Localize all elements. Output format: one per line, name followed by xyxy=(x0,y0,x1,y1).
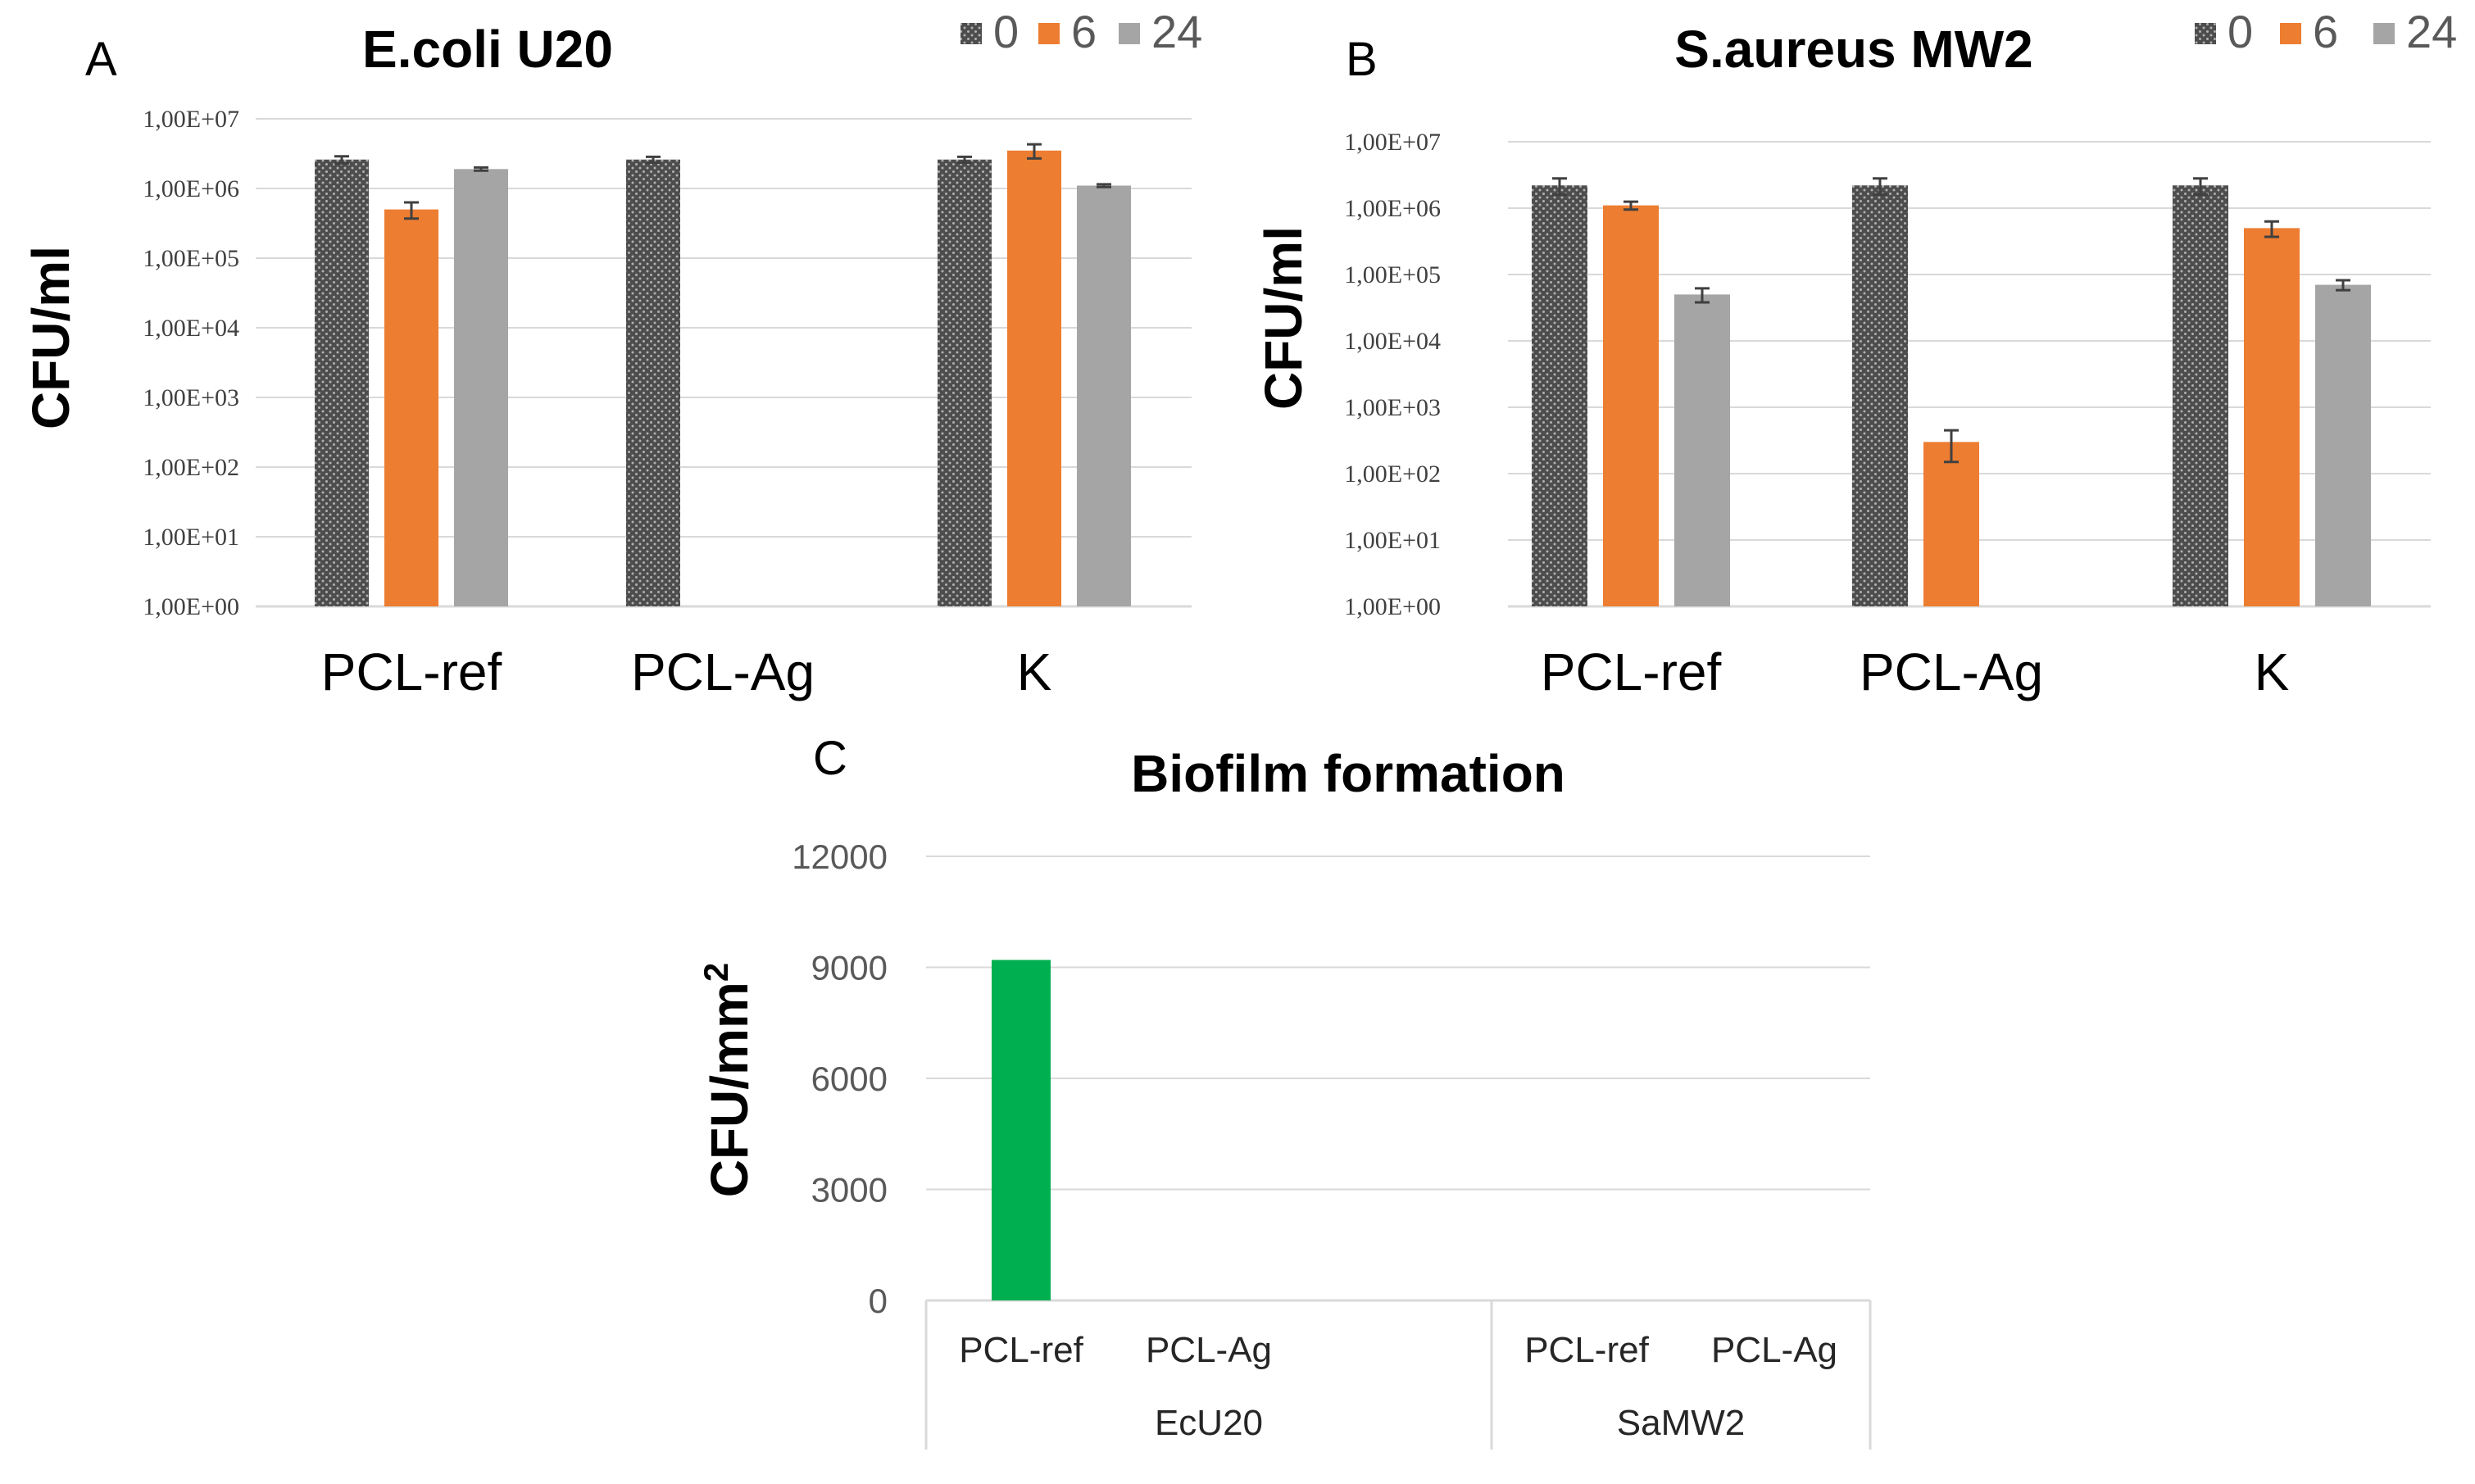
bar-k-t24 xyxy=(1077,185,1131,606)
y-tick-label: 1,00E+07 xyxy=(1344,129,1441,156)
bar-k-t0 xyxy=(2173,185,2228,606)
legend-swatch-24 xyxy=(1119,23,1140,44)
y-tick-label: 1,00E+01 xyxy=(1344,527,1441,554)
bar-pcl-ref-t0 xyxy=(315,159,369,606)
legend-label-6: 6 xyxy=(1071,6,1097,57)
y-tick-label: 3000 xyxy=(811,1171,888,1209)
error-bar xyxy=(2193,177,2208,196)
chart-title: S.aureus MW2 xyxy=(1674,20,2032,79)
legend-label-24: 24 xyxy=(2406,6,2457,57)
x-category-label: PCL-Ag xyxy=(631,642,815,701)
error-bar xyxy=(1552,177,1567,196)
legend-label-24: 24 xyxy=(1151,6,1202,57)
bar-k-t24 xyxy=(2315,284,2371,606)
y-tick-label: 1,00E+03 xyxy=(1344,394,1441,421)
legend-label-6: 6 xyxy=(2313,6,2338,57)
x-category-label: PCL-ref xyxy=(1541,642,1722,701)
y-tick-label: 1,00E+06 xyxy=(1344,195,1441,222)
legend-swatch-24 xyxy=(2373,23,2395,44)
y-tick-label: 1,00E+07 xyxy=(143,106,239,133)
error-bar xyxy=(2264,220,2279,238)
y-tick-label: 0 xyxy=(869,1282,888,1320)
chart-b: B S.aureus MW2 0 6 24 CFU/ml 1,00E+00 1,00E+01 1… xyxy=(1254,6,2457,701)
error-bar xyxy=(1944,429,1959,464)
y-tick-label: 9000 xyxy=(811,949,888,987)
bar-pcl-ref-t24 xyxy=(454,169,508,607)
chart-title: Biofilm formation xyxy=(1131,744,1565,803)
x-category-label: K xyxy=(2255,642,2290,701)
bar-k-t6 xyxy=(2244,228,2300,606)
x-category-label: PCL-Ag xyxy=(1146,1330,1272,1370)
panel-letter-b: B xyxy=(1346,33,1378,86)
y-tick-label: 1,00E+01 xyxy=(143,524,239,551)
legend-swatch-6 xyxy=(1038,23,1060,44)
y-tick-label: 1,00E+02 xyxy=(1344,461,1441,488)
bar-pcl-ref-t0 xyxy=(1532,185,1587,606)
y-tick-label: 1,00E+03 xyxy=(143,384,239,411)
x-category-label: PCL-ref xyxy=(1524,1330,1649,1370)
y-tick-label: 1,00E+04 xyxy=(1344,328,1441,355)
y-axis-label-superscript: 2 xyxy=(697,963,735,982)
legend-swatch-0 xyxy=(960,23,982,44)
legend-swatch-0 xyxy=(2195,23,2216,44)
bar-pcl-ag-t0 xyxy=(626,159,680,606)
legend-label-0: 0 xyxy=(993,6,1019,57)
bar-pcl-ref-t6 xyxy=(1603,205,1659,606)
chart-title: E.coli U20 xyxy=(362,20,613,79)
error-bar xyxy=(1695,287,1710,304)
bar-biofilm-pcl-ref xyxy=(992,960,1051,1300)
x-category-label: PCL-Ag xyxy=(1860,642,2043,701)
y-tick-label: 1,00E+02 xyxy=(143,454,239,481)
error-bar xyxy=(334,155,349,165)
bar-k-t0 xyxy=(938,159,992,606)
error-bar xyxy=(1873,177,1887,196)
error-bar xyxy=(1027,143,1042,160)
panel-letter-c: C xyxy=(813,732,847,785)
y-tick-label: 1,00E+06 xyxy=(143,175,239,202)
error-bar xyxy=(957,155,972,164)
y-axis-label: CFU/ml xyxy=(1254,226,1313,410)
y-tick-label: 1,00E+05 xyxy=(1344,261,1441,288)
bar-pcl-ref-t6 xyxy=(384,209,438,606)
x-category-label: PCL-Ag xyxy=(1711,1330,1837,1370)
error-bar xyxy=(1097,183,1111,188)
error-bar xyxy=(646,155,661,164)
y-axis-label: CFU/ml xyxy=(21,246,80,429)
error-bar xyxy=(474,166,488,172)
y-tick-label: 6000 xyxy=(811,1060,888,1098)
legend-label-0: 0 xyxy=(2228,6,2253,57)
chart-a: A E.coli U20 0 6 24 CFU/ml 1,00E+00 1,00E+01 1,0… xyxy=(21,6,1202,701)
y-tick-label: 1,00E+04 xyxy=(143,315,239,342)
bar-k-t6 xyxy=(1007,150,1061,606)
y-tick-label: 1,00E+00 xyxy=(143,593,239,620)
y-axis-label: CFU/mm2 xyxy=(697,963,759,1197)
x-category-label: PCL-ref xyxy=(321,642,502,701)
bar-pcl-ref-t24 xyxy=(1674,294,1730,606)
y-axis-label-text: CFU/mm xyxy=(700,982,759,1197)
y-tick-label: 12000 xyxy=(792,837,888,876)
chart-c: C Biofilm formation CFU/mm2 0 3000 6000 9000 12… xyxy=(697,732,1872,1450)
bar-pcl-ag-t0 xyxy=(1852,185,1908,606)
x-group-label: EcU20 xyxy=(1155,1403,1263,1443)
bar-pcl-ag-t6 xyxy=(1923,442,1979,606)
error-bar xyxy=(404,201,419,220)
x-group-label: SaMW2 xyxy=(1617,1403,1745,1443)
x-category-label: K xyxy=(1017,642,1052,701)
error-bar xyxy=(1624,200,1638,211)
legend-swatch-6 xyxy=(2280,23,2301,44)
y-tick-label: 1,00E+00 xyxy=(1344,593,1441,620)
x-category-label: PCL-ref xyxy=(959,1330,1083,1370)
y-tick-label: 1,00E+05 xyxy=(143,245,239,272)
panel-letter-a: A xyxy=(85,33,117,86)
error-bar xyxy=(2336,279,2350,292)
